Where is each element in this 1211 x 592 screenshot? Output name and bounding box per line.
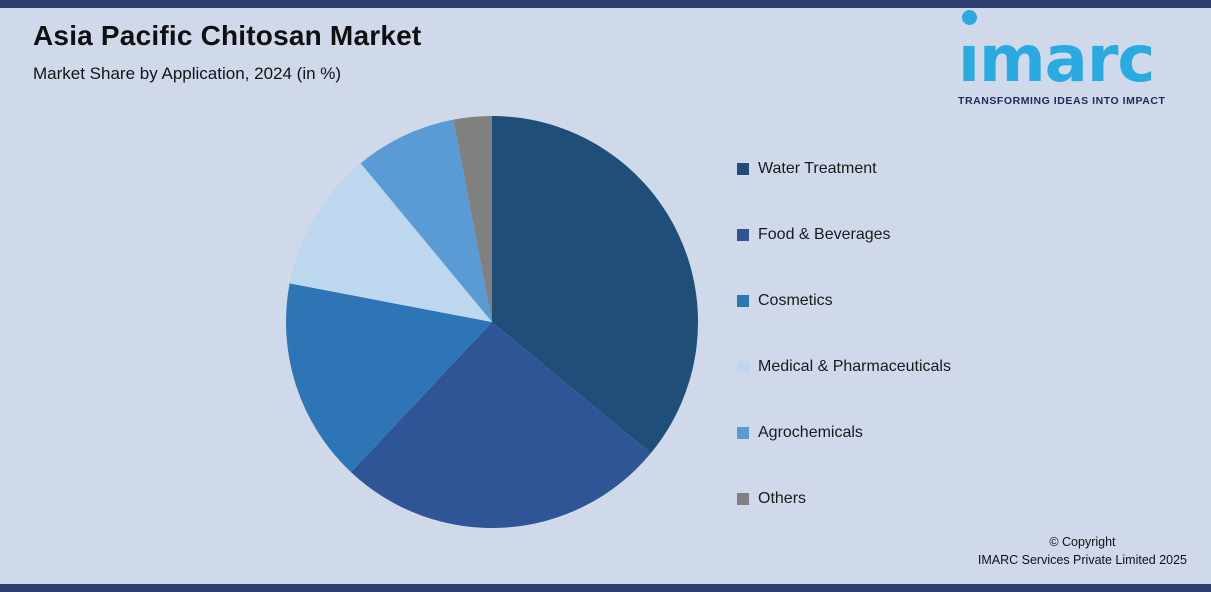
legend-item-cosmetics: Cosmetics (737, 290, 951, 311)
pie-slice-1 (350, 322, 651, 529)
legend-label-agrochemicals: Agrochemicals (758, 423, 863, 441)
legend-item-others: Others (737, 488, 951, 509)
top-border-bar (0, 0, 1211, 8)
legend-item-water-treatment: Water Treatment (737, 158, 951, 179)
legend-item-agrochemicals: Agrochemicals (737, 422, 951, 443)
pie-slice-3 (289, 163, 492, 322)
legend-swatch-others (737, 492, 749, 505)
legend-label-others: Others (758, 489, 807, 507)
copyright: © Copyright IMARC Services Private Limit… (978, 533, 1187, 571)
legend-item-food-beverages: Food & Beverages (737, 224, 951, 245)
legend-swatch-food-beverages (737, 228, 749, 241)
legend-swatch-medical-pharmaceuticals (737, 360, 749, 373)
page-subtitle: Market Share by Application, 2024 (in %) (33, 64, 342, 83)
pie-slice-4 (360, 119, 492, 323)
copyright-line2: IMARC Services Private Limited 2025 (977, 553, 1187, 568)
logo-tagline: TRANSFORMING IDEAS INTO IMPACT (958, 94, 1166, 107)
legend-swatch-cosmetics (737, 294, 749, 307)
logo-dot-icon (962, 10, 977, 25)
legend-swatch-water-treatment (737, 162, 749, 175)
logo-text: ımarc (958, 23, 1155, 97)
bottom-border-bar (0, 584, 1211, 592)
legend-swatch-agrochemicals (737, 426, 749, 439)
legend: Water Treatment Food & Beverages Cosmeti… (737, 158, 951, 509)
pie-slice-2 (286, 283, 492, 473)
imarc-logo: ımarc TRANSFORMING IDEAS INTO IMPACT (958, 10, 1194, 107)
page-title: Asia Pacific Chitosan Market (33, 20, 422, 51)
legend-label-water-treatment: Water Treatment (758, 159, 877, 177)
legend-item-medical-pharmaceuticals: Medical & Pharmaceuticals (737, 356, 951, 377)
pie-slice-5 (453, 116, 492, 322)
legend-label-medical-pharmaceuticals: Medical & Pharmaceuticals (758, 357, 951, 375)
legend-label-food-beverages: Food & Beverages (758, 225, 891, 243)
pie-chart-svg (286, 116, 699, 529)
legend-label-cosmetics: Cosmetics (758, 291, 833, 309)
pie-slice-0 (492, 116, 699, 454)
pie-chart (284, 114, 700, 530)
copyright-line1: © Copyright (1049, 534, 1116, 549)
